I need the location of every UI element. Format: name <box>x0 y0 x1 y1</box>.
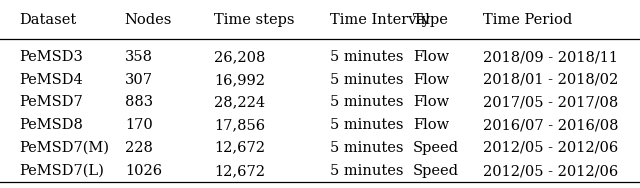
Text: Nodes: Nodes <box>125 13 172 27</box>
Text: 12,672: 12,672 <box>214 141 266 155</box>
Text: 5 minutes: 5 minutes <box>330 118 403 132</box>
Text: Time Interval: Time Interval <box>330 13 429 27</box>
Text: PeMSD7(M): PeMSD7(M) <box>19 141 109 155</box>
Text: Flow: Flow <box>413 50 449 64</box>
Text: 2016/07 - 2016/08: 2016/07 - 2016/08 <box>483 118 619 132</box>
Text: 1026: 1026 <box>125 164 162 178</box>
Text: Flow: Flow <box>413 73 449 87</box>
Text: Speed: Speed <box>413 141 459 155</box>
Text: 307: 307 <box>125 73 153 87</box>
Text: 5 minutes: 5 minutes <box>330 50 403 64</box>
Text: PeMSD3: PeMSD3 <box>19 50 83 64</box>
Text: 228: 228 <box>125 141 153 155</box>
Text: 12,672: 12,672 <box>214 164 266 178</box>
Text: 2012/05 - 2012/06: 2012/05 - 2012/06 <box>483 164 618 178</box>
Text: Flow: Flow <box>413 96 449 109</box>
Text: 5 minutes: 5 minutes <box>330 164 403 178</box>
Text: Speed: Speed <box>413 164 459 178</box>
Text: 2017/05 - 2017/08: 2017/05 - 2017/08 <box>483 96 618 109</box>
Text: 883: 883 <box>125 96 153 109</box>
Text: 5 minutes: 5 minutes <box>330 73 403 87</box>
Text: 26,208: 26,208 <box>214 50 266 64</box>
Text: 2012/05 - 2012/06: 2012/05 - 2012/06 <box>483 141 618 155</box>
Text: 170: 170 <box>125 118 152 132</box>
Text: 2018/09 - 2018/11: 2018/09 - 2018/11 <box>483 50 618 64</box>
Text: Time Period: Time Period <box>483 13 572 27</box>
Text: PeMSD7(L): PeMSD7(L) <box>19 164 104 178</box>
Text: 28,224: 28,224 <box>214 96 266 109</box>
Text: 5 minutes: 5 minutes <box>330 96 403 109</box>
Text: Type: Type <box>413 13 449 27</box>
Text: Flow: Flow <box>413 118 449 132</box>
Text: 358: 358 <box>125 50 153 64</box>
Text: Dataset: Dataset <box>19 13 76 27</box>
Text: PeMSD4: PeMSD4 <box>19 73 83 87</box>
Text: 17,856: 17,856 <box>214 118 266 132</box>
Text: 16,992: 16,992 <box>214 73 266 87</box>
Text: PeMSD8: PeMSD8 <box>19 118 83 132</box>
Text: 2018/01 - 2018/02: 2018/01 - 2018/02 <box>483 73 618 87</box>
Text: Time steps: Time steps <box>214 13 295 27</box>
Text: 5 minutes: 5 minutes <box>330 141 403 155</box>
Text: PeMSD7: PeMSD7 <box>19 96 83 109</box>
